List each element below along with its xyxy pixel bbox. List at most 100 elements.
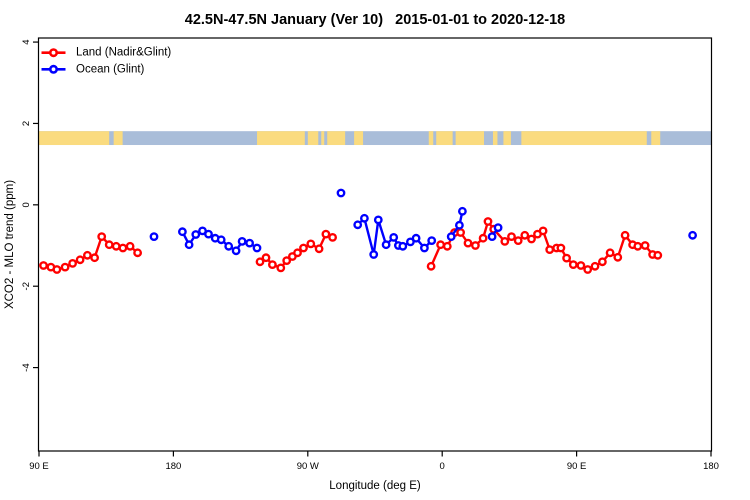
land-series-point [538,226,548,236]
ocean-series-point [336,188,346,198]
ocean-series-point [398,241,408,251]
land-series-point [556,243,566,253]
land-series-point [328,232,337,242]
plot-frame [37,37,713,452]
legend-label-ocean: Ocean (Glint) [76,63,145,75]
land-series-point [436,240,445,250]
ocean-series-point [411,233,421,243]
map-band-land-segment [503,131,511,146]
ocean-series-point [353,220,363,230]
ocean-series-point [493,223,503,233]
land-series-point [261,253,271,263]
ocean-series-point [369,250,379,259]
ocean-series-point [688,230,697,240]
land-series-point [576,261,586,270]
ocean-series-point [149,232,159,242]
axis-ticks: 90 E 180 90 W 0 90 E 180 4 2 0 -2 -4 [21,39,719,472]
land-series-point [633,241,643,251]
ocean-series-point [231,246,241,256]
data-series [39,188,697,274]
x-tick-label: 90 W [297,461,319,472]
land-series-point [276,263,286,273]
x-tick-label: 0 [440,461,445,472]
land-series-point [68,258,78,268]
ocean-series-point [237,236,247,246]
y-axis-label: XCO2 - MLO trend (ppm) [4,180,16,309]
legend-label-land: Land (Nadir&Glint) [76,47,171,59]
land-series-point [470,241,480,250]
land-series-point [507,232,516,242]
land-series-point [104,240,114,250]
land-series-point [60,262,70,272]
ocean-series-point [487,232,497,242]
map-band-land-segment [521,131,647,146]
map-band-land-segment [257,131,305,146]
ocean-series-point [446,232,456,242]
map-band-land-segment [39,131,110,146]
land-series-point [605,248,615,258]
land-series-point [478,233,488,243]
land-series-point [442,241,452,251]
land-series-point [267,260,277,269]
land-series-point [598,257,607,267]
land-series-point [426,261,436,271]
land-series-point [620,230,630,240]
land-series-point [640,241,650,250]
ocean-series-point [389,232,399,242]
x-tick-label: 90 E [567,461,587,472]
land-series-point [90,253,100,263]
land-series-point [321,229,331,239]
ocean-series-point [191,230,201,239]
ocean-series-point [373,215,383,225]
land-series-point [527,234,536,244]
ocean-series-point [245,238,255,248]
land-series-point [590,261,600,271]
ocean-series-point [177,227,187,237]
ocean-series-point [359,213,369,223]
land-series-point [483,217,493,226]
ocean-series-point [204,229,213,239]
land-series-point [613,252,623,262]
land-series-point [583,265,593,274]
x-tick-label: 180 [165,461,181,472]
land-series-point [562,253,571,263]
land-series-point [513,236,523,246]
y-tick-label: 4 [21,39,32,44]
y-tick-label: 2 [21,121,32,126]
map-band-land-segment [321,131,325,146]
map-band [38,131,712,146]
y-tick-label: 0 [21,202,32,207]
map-band-land-segment [428,131,434,146]
x-tick-label: 90 E [29,461,49,472]
land-series-point [520,230,530,240]
land-series-point [52,265,62,274]
plot-frame-box [37,37,713,452]
y-tick-label: -2 [21,282,32,290]
legend-marker-land-icon [48,48,58,58]
map-band-land-segment [113,131,123,146]
ocean-series-point [419,243,429,253]
land-series-point [83,250,92,260]
x-axis-label: Longitude (deg E) [329,480,421,492]
land-series-point [111,241,121,251]
land-series-point [97,232,107,242]
ocean-series-point [252,243,262,253]
land-series-point [299,243,308,253]
land-series-point [545,245,555,255]
ocean-series-point [405,237,415,247]
chart-title: 42.5N-47.5N January (Ver 10) 2015-01-01 … [185,12,565,28]
land-series-point [125,241,135,251]
land-series-point [463,238,473,248]
land-series-point [282,256,292,265]
legend: Land (Nadir&Glint) Ocean (Glint) [41,47,171,75]
ocean-series-point [457,206,467,216]
land-series-point [39,261,48,270]
land-series-point [653,250,663,260]
ocean-series-point [216,235,226,245]
map-band-land-segment [492,131,498,146]
land-series-point [133,248,143,258]
map-band-land-segment [307,131,319,146]
map-band-land-segment [651,131,661,146]
